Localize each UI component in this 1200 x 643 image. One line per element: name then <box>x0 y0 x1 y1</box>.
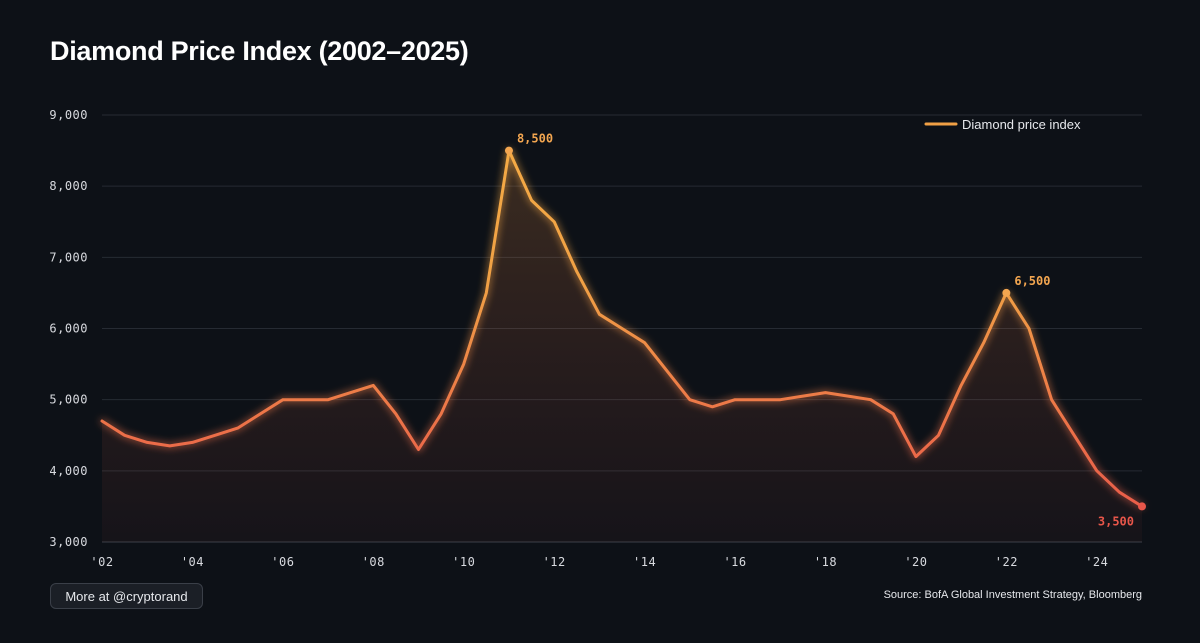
series-area-fill <box>102 150 1142 542</box>
annotation-marker <box>504 146 513 155</box>
x-tick-label: '06 <box>271 555 294 569</box>
y-tick-label: 9,000 <box>49 108 88 122</box>
x-tick-label: '10 <box>452 555 475 569</box>
source-note: Source: BofA Global Investment Strategy,… <box>883 589 1142 601</box>
annotation-label: 3,500 <box>1098 514 1134 528</box>
legend-label: Diamond price index <box>962 117 1081 132</box>
more-at-cryptorand-button[interactable]: More at @cryptorand <box>50 583 203 609</box>
x-tick-label: '16 <box>723 555 746 569</box>
y-tick-label: 8,000 <box>49 179 88 193</box>
annotation-marker <box>1138 502 1146 511</box>
y-tick-label: 4,000 <box>49 464 88 478</box>
annotation-label: 6,500 <box>1014 274 1050 288</box>
annotation-label: 8,500 <box>517 132 553 146</box>
y-tick-label: 5,000 <box>49 393 88 407</box>
y-tick-label: 6,000 <box>49 322 88 336</box>
y-tick-label: 3,000 <box>49 535 88 549</box>
x-tick-label: '12 <box>543 555 566 569</box>
x-tick-label: '02 <box>90 555 113 569</box>
annotation-marker <box>1002 288 1011 297</box>
series-line-diamond-price-index <box>100 149 1144 508</box>
x-tick-label: '14 <box>633 555 656 569</box>
x-tick-label: '18 <box>814 555 837 569</box>
x-tick-label: '04 <box>181 555 204 569</box>
x-tick-label: '20 <box>904 555 927 569</box>
chart-title: Diamond Price Index (2002–2025) <box>50 36 469 66</box>
x-tick-label: '22 <box>995 555 1018 569</box>
x-tick-label: '08 <box>362 555 385 569</box>
x-tick-label: '24 <box>1085 555 1108 569</box>
y-tick-label: 7,000 <box>49 250 88 264</box>
legend: Diamond price index <box>924 117 1081 132</box>
